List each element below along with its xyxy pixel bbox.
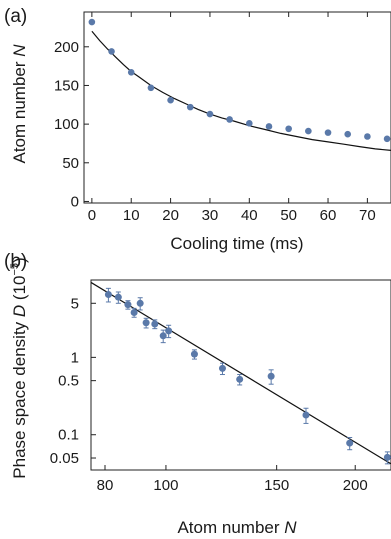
y-tick-label-b: 5 <box>71 295 79 312</box>
data-point-a <box>344 130 352 138</box>
fit-line-b <box>90 281 391 465</box>
y-tick-label-a: 200 <box>54 39 79 56</box>
data-point-a <box>364 133 371 140</box>
data-point-a <box>226 116 233 123</box>
data-point-b <box>302 411 310 419</box>
data-point-a <box>206 110 214 118</box>
y-tick-label-b: 1 <box>71 349 79 366</box>
x-tick-label-a: 50 <box>280 207 297 224</box>
x-tick-label-a: 0 <box>88 207 96 224</box>
data-point-b <box>218 364 226 372</box>
y-tick-label-a: 150 <box>54 77 79 94</box>
x-tick-label-a: 60 <box>320 207 337 224</box>
data-point-b <box>142 319 150 327</box>
x-axis-label-b-var: N <box>284 518 297 537</box>
data-point-b <box>267 372 275 380</box>
data-point-b <box>136 299 144 307</box>
data-point-b <box>159 332 167 340</box>
y-tick-label-a: 100 <box>54 116 79 133</box>
data-point-a <box>167 96 174 104</box>
data-point-a <box>108 48 115 55</box>
y-axis-label-b-unit: (10 <box>10 276 29 305</box>
y-tick-label-a: 0 <box>71 193 79 210</box>
data-point-a <box>285 125 292 133</box>
panel-label-b: (b) <box>4 251 27 272</box>
y-tick-label-b: 0.5 <box>58 373 79 390</box>
x-tick-label-a: 20 <box>162 207 179 224</box>
data-point-a <box>246 120 253 127</box>
x-tick-label-b: 80 <box>97 477 114 494</box>
x-axis-label-b-text: Atom number <box>177 518 284 537</box>
data-point-a <box>305 127 312 135</box>
data-point-a <box>265 123 273 130</box>
y-axis-label-a-var: N <box>10 44 29 57</box>
y-axis-label-b-close: ) <box>10 257 29 263</box>
data-point-b <box>104 290 112 298</box>
x-tick-label-b: 150 <box>264 477 289 494</box>
y-axis-label-b-exp: −5 <box>9 263 21 276</box>
x-axis-label-b: Atom number N <box>177 518 297 537</box>
x-tick-label-a: 70 <box>359 207 376 224</box>
y-tick-label-b: 0.1 <box>58 427 79 444</box>
y-axis-label-a-text: Atom number <box>10 57 29 164</box>
data-point-a <box>88 18 96 26</box>
y-axis-label-b: Phase space density D (10−5) <box>9 257 29 478</box>
data-point-a <box>186 103 194 111</box>
plot-frame-b <box>90 279 391 471</box>
data-point-a <box>324 129 332 136</box>
plot-frame-a <box>83 11 391 204</box>
y-axis-label-b-var: D <box>10 305 29 317</box>
data-point-b <box>130 309 138 317</box>
panel-a: (a) 0 10 20 30 40 50 60 70 0 50 100 150 200 Cooling … <box>4 6 391 253</box>
data-point-b <box>383 453 391 461</box>
data-point-b <box>114 293 122 301</box>
x-tick-label-a: 30 <box>202 207 219 224</box>
x-tick-label-a: 10 <box>123 207 140 224</box>
data-point-b <box>165 327 173 335</box>
x-tick-label-b: 100 <box>153 477 178 494</box>
y-axis-label-b-text: Phase space density <box>10 317 29 479</box>
data-point-b <box>124 301 132 309</box>
y-tick-label-b: 0.05 <box>50 450 79 467</box>
data-point-a <box>147 84 155 92</box>
data-point-b <box>346 439 354 447</box>
y-tick-label-a: 50 <box>62 155 79 172</box>
data-point-b <box>236 375 244 383</box>
data-point-a <box>127 69 135 76</box>
data-point-a <box>383 135 391 143</box>
data-point-b <box>151 320 159 328</box>
x-tick-label-a: 40 <box>241 207 258 224</box>
panel-b: (b) 80 100 150 200 0.05 0.1 0.5 1 5 Atom number … <box>4 251 391 537</box>
y-axis-label-a: Atom number N <box>10 44 29 164</box>
plot-area-b: 80 100 150 200 0.05 0.1 0.5 1 5 <box>50 279 391 494</box>
data-point-b <box>190 350 198 358</box>
x-axis-label-a: Cooling time (ms) <box>170 234 303 253</box>
panel-label-a: (a) <box>4 6 27 27</box>
x-tick-label-b: 200 <box>343 477 368 494</box>
plot-area-a: 0 10 20 30 40 50 60 70 0 50 100 150 200 <box>54 11 391 224</box>
